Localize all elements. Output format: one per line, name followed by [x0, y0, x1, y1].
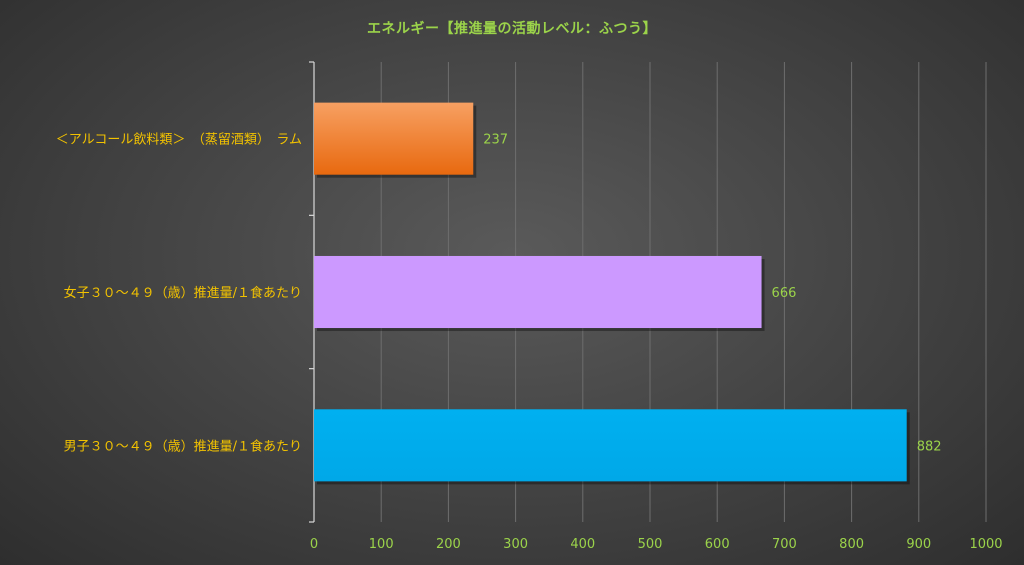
- x-tick-label: 600: [705, 537, 730, 552]
- x-tick-label: 700: [772, 537, 797, 552]
- x-tick-label: 100: [369, 537, 394, 552]
- bar: [314, 409, 907, 482]
- category-label: 男子３０～４９（歳）推進量/１食あたり: [64, 438, 302, 454]
- data-label: 666: [772, 286, 797, 301]
- x-tick-label: 400: [570, 537, 595, 552]
- x-tick-label: 200: [436, 537, 461, 552]
- x-tick-label: 800: [839, 537, 864, 552]
- x-tick-label: 500: [638, 537, 663, 552]
- data-label: 882: [917, 439, 942, 454]
- data-label: 237: [483, 133, 508, 148]
- category-label: 女子３０～４９（歳）推進量/１食あたり: [64, 285, 302, 301]
- x-tick-label: 0: [310, 537, 318, 552]
- category-label: ＜アルコール飲料類＞ （蒸留酒類） ラム: [56, 132, 302, 148]
- bar: [314, 255, 762, 329]
- bar: [314, 102, 474, 175]
- x-tick-label: 300: [503, 537, 528, 552]
- x-tick-label: 900: [906, 537, 931, 552]
- chart-title: エネルギー【推進量の活動レベル：ふつう】: [367, 21, 657, 37]
- x-tick-label: 1000: [969, 537, 1002, 552]
